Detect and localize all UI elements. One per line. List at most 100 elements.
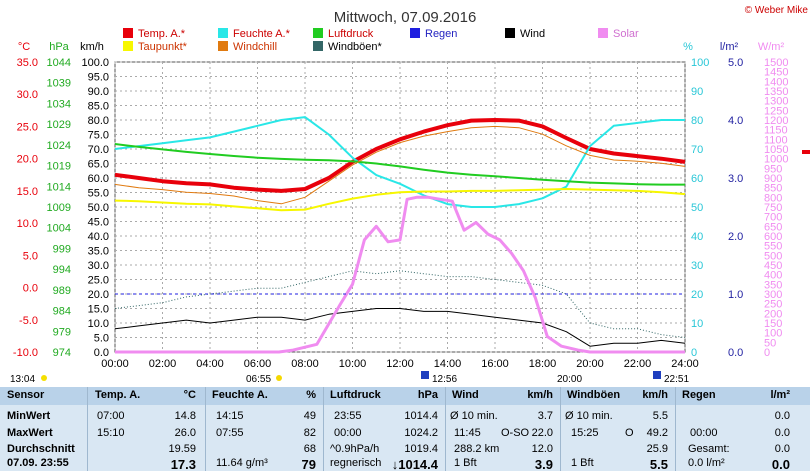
- temp-tick-label: 20.0: [17, 154, 38, 166]
- humidity-tick-label: 70: [691, 144, 703, 156]
- temp-current-value: 17.3: [170, 457, 196, 472]
- legend-label: Wind: [520, 28, 545, 40]
- x-tick-label: 12:00: [386, 358, 414, 370]
- pressure-tick-label: 1039: [47, 78, 71, 90]
- pressure-tick-label: 999: [53, 243, 71, 255]
- solar-tick-label: 300: [764, 289, 782, 301]
- temp-tick-label: 15.0: [17, 186, 38, 198]
- solar-tick-label: 50: [764, 337, 776, 349]
- wind-max-value: 22.0: [531, 427, 553, 439]
- wind-max-dir: O-SO: [501, 427, 530, 439]
- solar-tick-label: 150: [764, 318, 782, 330]
- rain-tick-label: 0.0: [728, 347, 743, 359]
- humidity-tick-label: 50: [691, 202, 703, 214]
- legend-label: Solar: [613, 28, 639, 40]
- header-gust-unit: km/h: [642, 389, 668, 401]
- wind-unit-label: km/h: [80, 41, 104, 53]
- axis-ticks: 35.0 30.0 25.0 20.0 15.0 10.0 5.0 0.0 -5.0 -10.0 1…: [13, 57, 789, 370]
- wind-tick-label: 0.0: [94, 347, 109, 359]
- gust-bft: 1 Bft: [571, 457, 594, 469]
- legend-label: Feuchte A.*: [233, 28, 291, 40]
- humidity-tick-label: 30: [691, 260, 703, 272]
- hum-max-value: 82: [303, 427, 316, 439]
- noon-label: 12:56: [432, 374, 457, 385]
- solar-tick-label: 700: [764, 212, 782, 224]
- rain-current-value: 0.0: [771, 457, 790, 472]
- x-tick-label: 00:00: [101, 358, 129, 370]
- statistics-table: Sensor MinWert MaxWert Durchschnitt 07.0…: [0, 387, 810, 472]
- x-tick-label: 10:00: [339, 358, 367, 370]
- wind-tick-label: 80.0: [88, 115, 109, 127]
- legend-label: Luftdruck: [328, 28, 374, 40]
- humidity-unit-label: %: [683, 41, 693, 53]
- moonrise-icon: [653, 371, 661, 379]
- press-min-value: 1014.4: [404, 410, 438, 422]
- rain-rate: 0.0 l/m²: [688, 457, 725, 469]
- press-forecast: regnerisch: [330, 457, 382, 469]
- header-humidity-unit: %: [306, 389, 316, 401]
- sunrise-label: 06:55: [246, 374, 271, 385]
- wind-run: 288.2 km: [454, 443, 500, 455]
- pressure-tick-label: 994: [53, 264, 71, 276]
- gust-max-time: 15:25: [571, 427, 599, 439]
- pressure-tick-label: 1019: [47, 161, 71, 173]
- row-label-avg: Durchschnitt: [7, 443, 75, 455]
- press-min-time: 23:55: [334, 410, 362, 422]
- series-windböen-line: [114, 270, 686, 338]
- table-header: [0, 387, 810, 405]
- temp-tick-label: 35.0: [17, 57, 38, 69]
- gust-max-value: 49.2: [646, 427, 668, 439]
- wind-tick-label: 55.0: [88, 188, 109, 200]
- header-wind: Wind: [452, 389, 479, 401]
- wind-tick-label: 25.0: [88, 275, 109, 287]
- wind-column: Wind km/h Ø 10 min. 3.7 11:45 O-SO 22.0 …: [446, 387, 559, 472]
- x-tick-label: 22:00: [624, 358, 652, 370]
- temp-min-value: 14.8: [174, 410, 196, 422]
- wind-tick-label: 40.0: [88, 231, 109, 243]
- solar-tick-label: 1200: [764, 115, 788, 127]
- rain-total-label: Gesamt:: [688, 443, 730, 455]
- x-tick-label: 16:00: [481, 358, 509, 370]
- press-max-value: 1024.2: [404, 427, 438, 439]
- humidity-tick-label: 90: [691, 86, 703, 98]
- wind-tick-label: 45.0: [88, 217, 109, 229]
- legend-swatch: [218, 41, 228, 51]
- rain-total-value: 0.0: [774, 443, 790, 455]
- axis-unit-labels: °C hPa km/h % l/m² W/m²: [18, 41, 785, 53]
- gust-avg10-value: 5.5: [652, 410, 668, 422]
- temp-tick-label: 30.0: [17, 89, 38, 101]
- wind-avg10-value: 3.7: [537, 410, 553, 422]
- sunset-label: 20:00: [557, 374, 582, 385]
- row-label-min: MinWert: [7, 410, 51, 422]
- legend-swatch: [505, 28, 515, 38]
- x-tick-label: 08:00: [291, 358, 319, 370]
- solar-tick-label: 100: [764, 328, 782, 340]
- solar-tick-label: 450: [764, 260, 782, 272]
- solar-tick-label: 900: [764, 173, 782, 185]
- solar-tick-label: 1300: [764, 96, 788, 108]
- rain-unit-label: l/m²: [720, 41, 739, 53]
- solar-tick-label: 1350: [764, 86, 788, 98]
- solar-tick-label: 1100: [764, 134, 788, 146]
- wind-avg10-label: Ø 10 min.: [450, 410, 498, 422]
- wind-tick-label: 95.0: [88, 72, 109, 84]
- series-windchill-line: [114, 125, 686, 205]
- press-avg-value: 1019.4: [404, 443, 438, 455]
- pressure-tick-label: 1004: [47, 223, 71, 235]
- wind-tick-label: 35.0: [88, 246, 109, 258]
- pressure-column: Luftdruck hPa 23:55 1014.4 00:00 1024.2 …: [324, 387, 444, 472]
- humidity-column: Feuchte A. % 14:15 49 07:55 82 68 11.64 …: [206, 387, 322, 472]
- humidity-tick-label: 100: [691, 57, 709, 69]
- header-pressure-unit: hPa: [417, 389, 438, 401]
- series-temp-a-line: [114, 118, 686, 193]
- noon-sun-icon: [421, 371, 429, 379]
- header-rain: Regen: [682, 389, 716, 401]
- pressure-tick-label: 974: [53, 347, 71, 359]
- moonrise-label: 22:51: [664, 374, 689, 385]
- temp-tick-label: -5.0: [19, 315, 38, 327]
- solar-tick-label: 750: [764, 202, 782, 214]
- sun-moon-markers: 13:04 06:55 12:56 20:00 22:51: [10, 371, 689, 385]
- wind-bft: 1 Bft: [454, 457, 477, 469]
- header-temp-unit: °C: [183, 389, 196, 401]
